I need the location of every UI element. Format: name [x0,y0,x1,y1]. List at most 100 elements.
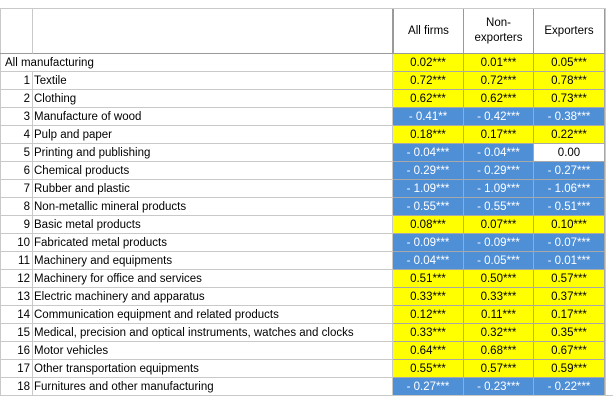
value-non-exporters[interactable]: 0.11*** [464,306,534,324]
row-number[interactable]: 4 [0,126,33,144]
row-label[interactable]: Communication equipment and related prod… [33,306,393,324]
row-label[interactable]: Textile [33,72,393,90]
row-label[interactable]: Non-metallic mineral products [33,198,393,216]
row-number[interactable]: 16 [0,342,33,360]
row-label[interactable]: Pulp and paper [33,126,393,144]
row-label[interactable]: Chemical products [33,162,393,180]
value-non-exporters[interactable]: - 0.05*** [464,252,534,270]
value-exporters[interactable]: 0.05*** [534,54,605,72]
row-number[interactable]: 1 [0,72,33,90]
value-all-firms[interactable]: - 1.09*** [393,180,464,198]
value-all-firms[interactable]: - 0.29*** [393,162,464,180]
row-label[interactable]: Clothing [33,90,393,108]
value-exporters[interactable]: - 0.51*** [534,198,605,216]
value-non-exporters[interactable]: 0.57*** [464,360,534,378]
value-all-firms[interactable]: 0.12*** [393,306,464,324]
row-label[interactable]: Electric machinery and apparatus [33,288,393,306]
value-all-firms[interactable]: 0.72*** [393,72,464,90]
row-number[interactable]: 7 [0,180,33,198]
row-number[interactable]: 11 [0,252,33,270]
value-all-firms[interactable]: - 0.41** [393,108,464,126]
row-label[interactable]: Printing and publishing [33,144,393,162]
value-non-exporters[interactable]: - 0.09*** [464,234,534,252]
header-blank-label [33,9,393,54]
value-all-firms[interactable]: 0.33*** [393,288,464,306]
value-non-exporters[interactable]: 0.01*** [464,54,534,72]
header-exporters-text: Exporters [544,24,594,37]
value-all-firms[interactable]: 0.33*** [393,324,464,342]
value-exporters[interactable]: - 0.22*** [534,378,605,396]
row-number[interactable]: 14 [0,306,33,324]
value-exporters[interactable]: - 0.01*** [534,252,605,270]
row-number[interactable]: 9 [0,216,33,234]
row-label[interactable]: Machinery and equipments [33,252,393,270]
value-non-exporters[interactable]: 0.68*** [464,342,534,360]
value-all-firms[interactable]: 0.02*** [393,54,464,72]
row-label[interactable]: Fabricated metal products [33,234,393,252]
value-non-exporters[interactable]: 0.72*** [464,72,534,90]
value-non-exporters[interactable]: 0.50*** [464,270,534,288]
row-label[interactable]: Machinery for office and services [33,270,393,288]
row-number[interactable]: 18 [0,378,33,396]
value-non-exporters[interactable]: - 1.09*** [464,180,534,198]
value-exporters[interactable]: - 0.38*** [534,108,605,126]
row-number[interactable]: 17 [0,360,33,378]
row-number[interactable]: 10 [0,234,33,252]
row-label[interactable]: Rubber and plastic [33,180,393,198]
table-row: 11 Machinery and equipments - 0.04*** - 0.0… [0,252,613,270]
row-label[interactable]: Manufacture of wood [33,108,393,126]
table-row: 13 Electric machinery and apparatus 0.33**… [0,288,613,306]
value-all-firms[interactable]: 0.08*** [393,216,464,234]
table-row: 8 Non-metallic mineral products - 0.55*** -… [0,198,613,216]
value-all-firms[interactable]: 0.64*** [393,342,464,360]
value-all-firms[interactable]: 0.51*** [393,270,464,288]
value-all-firms[interactable]: 0.62*** [393,90,464,108]
value-exporters[interactable]: 0.78*** [534,72,605,90]
row-number[interactable]: 2 [0,90,33,108]
row-number[interactable]: 8 [0,198,33,216]
row-label[interactable]: Medical, precision and optical instrumen… [33,324,393,342]
value-exporters[interactable]: 0.10*** [534,216,605,234]
value-exporters[interactable]: 0.73*** [534,90,605,108]
value-exporters[interactable]: 0.57*** [534,270,605,288]
value-non-exporters[interactable]: 0.17*** [464,126,534,144]
row-label[interactable]: Motor vehicles [33,342,393,360]
value-all-firms[interactable]: 0.18*** [393,126,464,144]
value-all-firms[interactable]: - 0.55*** [393,198,464,216]
value-non-exporters[interactable]: 0.33*** [464,288,534,306]
value-exporters[interactable]: 0.17*** [534,306,605,324]
value-non-exporters[interactable]: - 0.55*** [464,198,534,216]
value-exporters[interactable]: - 1.06*** [534,180,605,198]
row-number[interactable]: 5 [0,144,33,162]
value-non-exporters[interactable]: - 0.29*** [464,162,534,180]
row-label[interactable]: All manufacturing [0,54,393,72]
value-all-firms[interactable]: 0.55*** [393,360,464,378]
value-exporters[interactable]: 0.67*** [534,342,605,360]
row-number[interactable]: 13 [0,288,33,306]
value-non-exporters[interactable]: 0.07*** [464,216,534,234]
value-exporters[interactable]: - 0.07*** [534,234,605,252]
value-non-exporters[interactable]: - 0.23*** [464,378,534,396]
row-number[interactable]: 12 [0,270,33,288]
value-all-firms[interactable]: - 0.04*** [393,252,464,270]
row-label[interactable]: Basic metal products [33,216,393,234]
value-exporters[interactable]: 0.00 [534,144,605,162]
value-non-exporters[interactable]: - 0.42*** [464,108,534,126]
row-number[interactable]: 15 [0,324,33,342]
row-label[interactable]: Other transportation equipments [33,360,393,378]
value-all-firms[interactable]: - 0.27*** [393,378,464,396]
row-number[interactable]: 6 [0,162,33,180]
value-non-exporters[interactable]: 0.62*** [464,90,534,108]
table-row: 5 Printing and publishing - 0.04*** - 0.04*… [0,144,613,162]
value-exporters[interactable]: 0.35*** [534,324,605,342]
value-exporters[interactable]: 0.59*** [534,360,605,378]
row-label[interactable]: Furnitures and other manufacturing [33,378,393,396]
value-non-exporters[interactable]: - 0.04*** [464,144,534,162]
value-exporters[interactable]: - 0.27*** [534,162,605,180]
value-all-firms[interactable]: - 0.09*** [393,234,464,252]
value-non-exporters[interactable]: 0.32*** [464,324,534,342]
row-number[interactable]: 3 [0,108,33,126]
value-exporters[interactable]: 0.37*** [534,288,605,306]
value-all-firms[interactable]: - 0.04*** [393,144,464,162]
value-exporters[interactable]: 0.22*** [534,126,605,144]
